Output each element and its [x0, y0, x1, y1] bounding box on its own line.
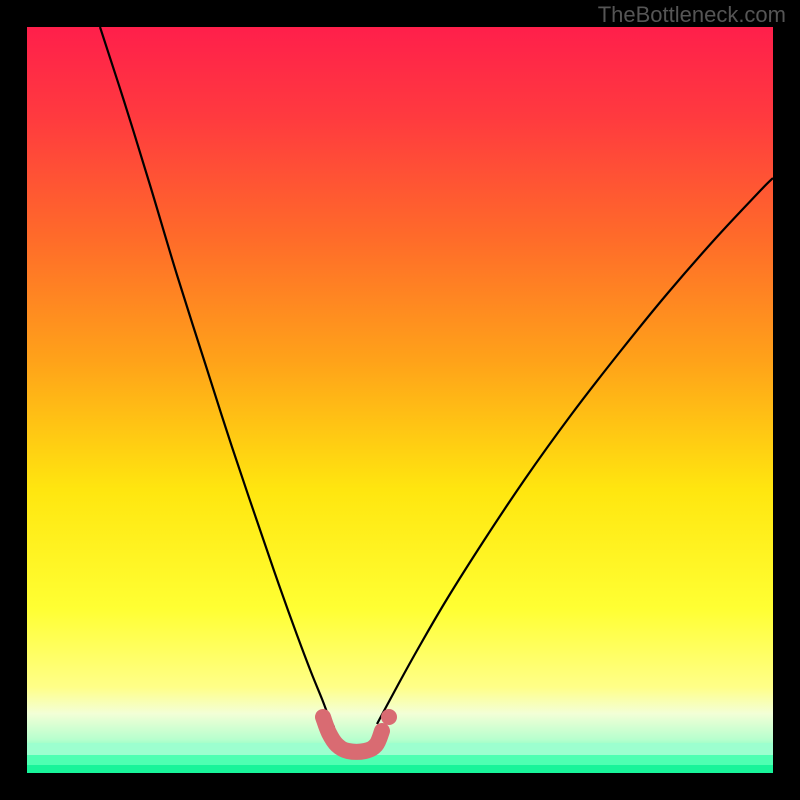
outer-frame: [0, 0, 800, 800]
watermark-text: TheBottleneck.com: [598, 2, 786, 28]
stage: TheBottleneck.com: [0, 0, 800, 800]
